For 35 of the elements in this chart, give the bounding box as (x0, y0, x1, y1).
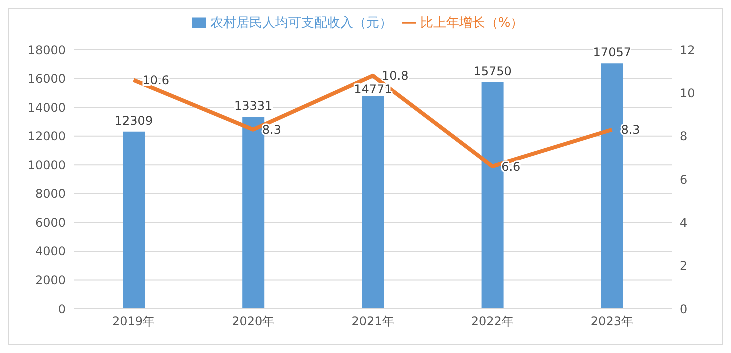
y2-tick-label: 10 (680, 86, 696, 100)
bar (242, 117, 265, 309)
y2-tick-label: 8 (680, 130, 688, 144)
data-label: 17057 (593, 46, 632, 60)
legend-label: 农村居民人均可支配收入（元） (210, 16, 392, 31)
y-tick-label: 4000 (35, 244, 66, 259)
y2-tick-label: 4 (680, 216, 688, 230)
y-tick-label: 10000 (28, 158, 66, 172)
bar (123, 132, 145, 309)
y-tick-label: 0 (58, 302, 66, 316)
data-label: 13331 (234, 99, 273, 114)
x-tick-label: 2019年 (112, 314, 156, 329)
legend-label: 比上年增长（%） (420, 16, 524, 31)
y-tick-label: 18000 (28, 43, 66, 58)
y2-tick-label: 0 (680, 302, 688, 316)
data-label: 10.8 (382, 69, 409, 84)
y-tick-label: 12000 (28, 130, 66, 144)
bar (482, 82, 504, 309)
x-tick-label: 2023年 (590, 314, 634, 329)
y-tick-label: 14000 (28, 100, 66, 115)
y-tick-label: 2000 (35, 273, 66, 288)
data-label: 15750 (474, 64, 512, 78)
y-tick-label: 8000 (35, 187, 66, 202)
y2-tick-label: 12 (680, 43, 696, 58)
y-tick-label: 16000 (28, 72, 66, 86)
x-tick-label: 2021年 (352, 314, 394, 329)
y2-tick-label: 2 (680, 259, 688, 274)
y2-tick-label: 6 (680, 172, 688, 187)
y-tick-label: 6000 (35, 216, 66, 230)
x-tick-label: 2020年 (232, 314, 275, 329)
bar (362, 96, 384, 309)
bar (601, 64, 624, 309)
data-label: 10.6 (142, 73, 170, 88)
data-label: 12309 (114, 114, 154, 128)
x-tick-label: 2022年 (471, 314, 514, 329)
